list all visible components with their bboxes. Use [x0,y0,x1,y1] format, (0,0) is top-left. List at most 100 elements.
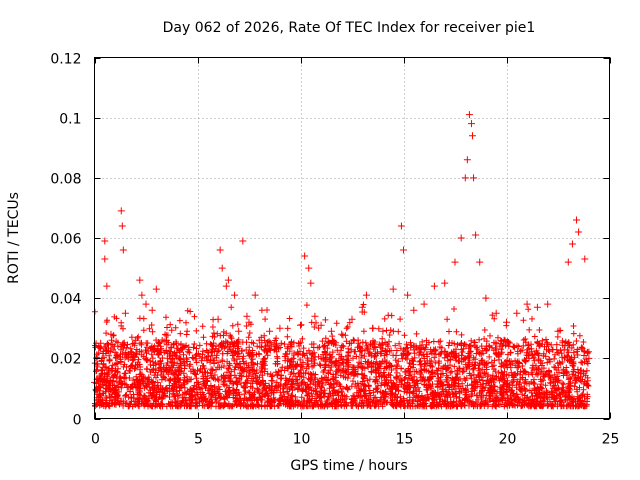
y-axis-ticks: 0 0.02 0.04 0.06 0.08 0.1 0.12 [50,52,610,429]
data-point [379,327,387,335]
x-tick-label: 25 [602,432,620,448]
y-tick-label: 0.06 [50,232,81,248]
data-point [214,315,222,323]
data-point [573,216,581,224]
data-point [224,276,232,284]
x-tick-label: 20 [499,432,517,448]
data-point [194,366,201,374]
y-tick-label: 0.04 [50,292,81,308]
data-point [465,111,473,119]
data-point [97,339,105,347]
data-point [463,156,471,164]
data-point [286,342,294,350]
data-point [389,285,397,293]
data-point [255,336,263,344]
data-points [91,111,593,386]
data-point [117,207,125,215]
data-point [338,330,346,338]
y-tick-label: 0.08 [50,172,81,188]
data-point [261,342,269,350]
data-point [544,300,552,308]
data-point [119,246,127,254]
data-point [451,258,459,266]
data-point [327,327,335,335]
data-point [152,285,160,293]
data-point [470,174,478,182]
data-point [585,354,593,362]
chart-title: Day 062 of 2026, Rate Of TEC Index for r… [163,20,536,36]
data-point [103,282,111,290]
data-point [101,255,109,263]
data-point [533,303,541,311]
data-point [457,234,465,242]
data-point [513,309,521,317]
data-point [231,291,239,299]
data-point [266,327,274,335]
data-point [216,246,224,254]
data-point [564,258,572,266]
data-point [575,228,583,236]
data-point [503,318,510,326]
x-axis-ticks: 0 5 10 15 20 25 [91,57,620,448]
data-point [400,246,407,254]
data-point [461,174,469,182]
data-point [348,315,356,323]
data-point [301,252,309,260]
data-point [430,282,438,290]
x-axis-label: GPS time / hours [290,458,407,474]
data-point [476,258,484,266]
x-tick-label: 5 [194,432,203,448]
y-tick-label: 0.1 [59,112,81,128]
data-point [397,222,405,230]
data-point [251,291,259,299]
noise-point-cloud [91,301,592,410]
data-point [554,327,562,335]
x-tick-label: 0 [91,432,100,448]
data-point [235,327,243,335]
data-point [245,318,253,326]
data-point [111,348,119,356]
data-point [173,348,181,356]
data-point [243,312,251,320]
data-point [101,237,109,245]
data-point [467,120,475,128]
data-point [163,336,171,344]
data-point [138,291,146,299]
data-point [305,264,313,272]
data-point [121,309,129,317]
data-point [358,303,366,311]
data-point [472,231,480,239]
data-point [362,291,370,299]
data-point [410,306,418,314]
y-tick-label: 0.02 [50,352,81,368]
x-tick-label: 15 [396,432,414,448]
data-point [239,237,247,245]
y-axis-label: ROTI / TECUs [6,192,22,284]
data-point [142,300,150,308]
data-point [523,300,531,308]
x-tick-label: 10 [293,432,311,448]
data-point [107,330,115,338]
data-point [581,255,589,263]
data-point [276,324,284,332]
data-point [369,324,377,332]
y-tick-label: 0 [73,413,82,429]
data-point [420,300,428,308]
data-point [169,351,177,359]
data-point [311,312,319,320]
data-point [183,357,191,365]
data-point [307,279,315,287]
data-point [441,279,449,287]
y-tick-label: 0.12 [50,52,81,68]
data-point [469,132,477,140]
data-point [568,240,576,248]
data-point [492,309,500,317]
data-point [148,306,156,314]
data-point [132,336,140,344]
data-point [136,276,144,284]
data-point [204,348,212,356]
data-point [297,321,304,329]
data-point [218,264,226,272]
data-point [222,282,230,290]
